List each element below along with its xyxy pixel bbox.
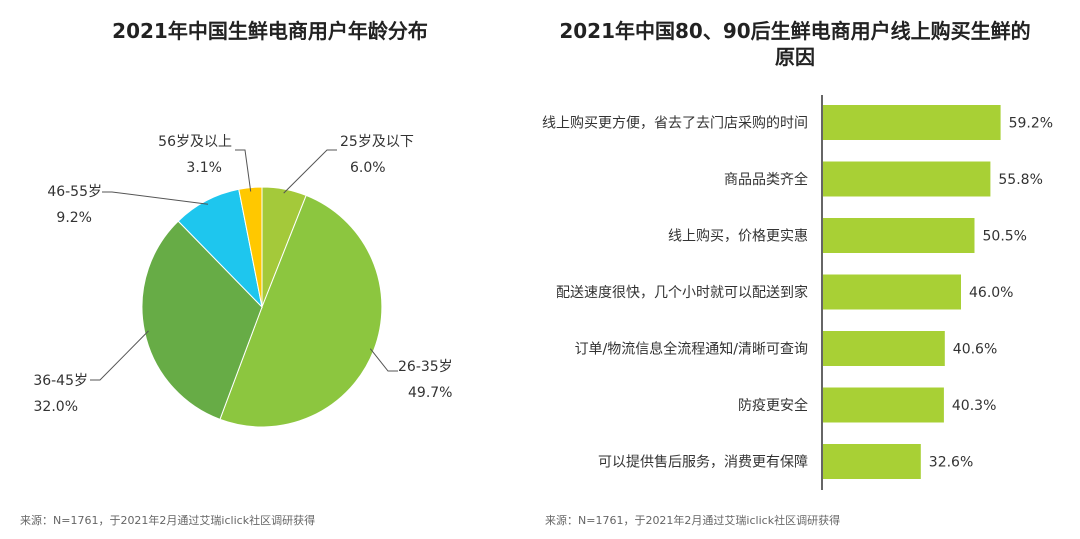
pie-slice-label: 56岁及以上 (158, 134, 232, 150)
pie-slice-label: 46-55岁 (47, 184, 102, 200)
pie-slice (141, 220, 263, 421)
pie-leader-line (102, 191, 209, 205)
bar-category-label: 订单/物流信息全流程通知/清晰可查询 (575, 341, 808, 358)
bar (823, 387, 944, 423)
bar-category-label: 配送速度很快，几个小时就可以配送到家 (556, 284, 808, 301)
bar-value-label: 32.6% (929, 455, 973, 471)
pie-chart: 25岁及以下 6.0% 26-35岁 49.7% 36-45岁 32.0% 46-55岁 9.… (33, 134, 453, 428)
pie-slice-value: 6.0% (350, 160, 386, 176)
bar-source-note: 来源：N=1761，于2021年2月通过艾瑞iclick社区调研获得 (545, 514, 841, 527)
bar-chart-title-line1: 2021年中国80、90后生鲜电商用户线上购买生鲜的 (559, 19, 1031, 43)
bar-category-label: 商品品类齐全 (724, 171, 808, 188)
pie-slice-label: 26-35岁 (398, 359, 453, 375)
bar (823, 218, 975, 253)
bar-value-label: 40.3% (952, 398, 996, 414)
bar (823, 444, 921, 479)
pie-slice-label: 25岁及以下 (340, 134, 414, 150)
pie-slice-label: 36-45岁 (33, 373, 88, 389)
pie-slice-value: 49.7% (408, 385, 452, 401)
bar-chart-title-line2: 原因 (775, 45, 815, 69)
bar-category-label: 可以提供售后服务，消费更有保障 (598, 455, 808, 471)
bar (823, 331, 945, 366)
bar-value-label: 50.5% (983, 229, 1027, 245)
pie-leader-line (235, 149, 252, 192)
pie-leader-line (90, 330, 149, 381)
pie-slice-value: 9.2% (56, 210, 92, 226)
bar (823, 105, 1001, 140)
bar-chart: 线上购买更方便，省去了去门店采购的时间 59.2% 商品品类齐全 55.8% 线上购买，… (542, 95, 1053, 490)
pie-slice (219, 194, 383, 428)
bar-category-label: 防疫更安全 (738, 397, 808, 414)
bar-value-label: 55.8% (998, 172, 1042, 188)
bar-value-label: 59.2% (1009, 116, 1053, 132)
pie-chart-title: 2021年中国生鲜电商用户年龄分布 (112, 19, 428, 43)
bar-category-label: 线上购买更方便，省去了去门店采购的时间 (542, 116, 808, 132)
pie-slice-value: 32.0% (34, 399, 78, 415)
bar-category-label: 线上购买，价格更实惠 (668, 229, 808, 245)
bar (823, 274, 961, 310)
pie-leader-line (369, 348, 398, 372)
bar (823, 161, 991, 197)
pie-leader-line (283, 149, 337, 194)
bar-value-label: 40.6% (953, 342, 997, 358)
pie-source-note: 来源：N=1761，于2021年2月通过艾瑞iclick社区调研获得 (20, 514, 316, 527)
bar-value-label: 46.0% (969, 285, 1013, 301)
pie-slice-value: 3.1% (186, 160, 222, 176)
bar-chart-title: 2021年中国80、90后生鲜电商用户线上购买生鲜的 原因 (525, 18, 1065, 70)
